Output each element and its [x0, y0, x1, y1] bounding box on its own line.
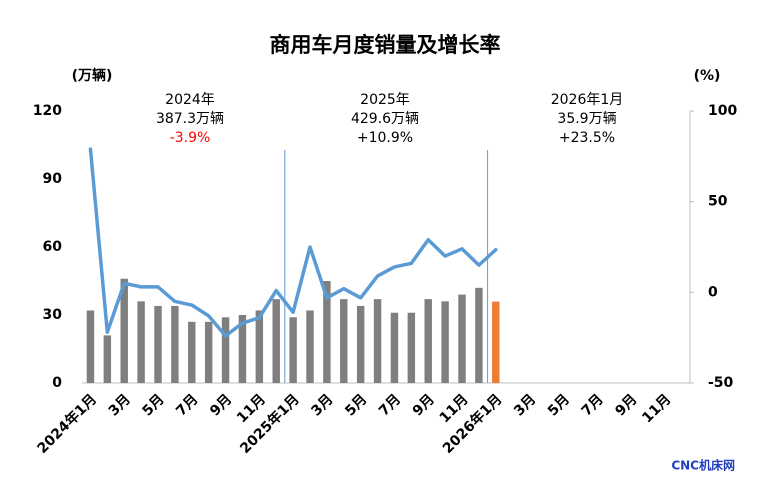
- x-tick-label: 11月: [639, 391, 674, 426]
- x-tick-label: 3月: [106, 391, 134, 419]
- bar: [86, 310, 95, 383]
- y2-tick-label: 50: [708, 194, 728, 210]
- bar: [373, 299, 382, 383]
- bar: [171, 305, 179, 383]
- bar: [458, 294, 466, 383]
- y-tick-label: 60: [43, 239, 63, 255]
- y-tick-label: 0: [52, 375, 62, 391]
- bar: [340, 299, 348, 383]
- chart-title: 商用车月度销量及增长率: [270, 33, 501, 57]
- annotation-growth: +23.5%: [559, 130, 615, 146]
- bar: [289, 317, 297, 383]
- bar: [103, 335, 112, 383]
- x-tick-label: 7月: [376, 391, 404, 419]
- bar: [441, 301, 449, 383]
- y-tick-label: 90: [43, 171, 63, 187]
- y2-tick-label: 0: [708, 284, 718, 300]
- bar: [204, 321, 213, 383]
- x-tick-label: 5月: [140, 391, 168, 419]
- x-tick-label: 7月: [173, 391, 201, 419]
- annotation-year: 2026年1月: [551, 92, 624, 108]
- growth-line: [88, 147, 498, 338]
- x-tick-label: 9月: [410, 391, 438, 419]
- x-tick-label: 3月: [511, 391, 539, 419]
- bar: [154, 305, 162, 383]
- x-tick-label: 7月: [579, 391, 607, 419]
- y2-tick-label: 100: [708, 103, 737, 119]
- y-tick-label: 120: [33, 103, 62, 119]
- bar: [221, 317, 230, 383]
- bar: [255, 310, 264, 383]
- bar: [390, 312, 399, 383]
- bar: [120, 278, 128, 383]
- annotation-growth: +10.9%: [357, 130, 413, 146]
- bar: [188, 321, 196, 383]
- x-tick-label: 2024年1月: [34, 391, 100, 457]
- y2-tick-label: -50: [708, 375, 734, 391]
- y-axis-label: (万辆): [72, 67, 113, 84]
- annotation-year: 2025年: [360, 92, 410, 108]
- bar: [492, 301, 500, 383]
- bar: [323, 281, 331, 383]
- annotation-year: 2024年: [165, 92, 215, 108]
- annotation-growth: -3.9%: [170, 130, 211, 146]
- y-tick-label: 30: [43, 307, 63, 323]
- bar: [272, 299, 280, 383]
- y2-axis-label: (%): [694, 68, 721, 84]
- x-tick-label: 5月: [545, 391, 573, 419]
- bar: [137, 301, 145, 383]
- bar: [424, 299, 432, 383]
- bar: [475, 287, 483, 383]
- x-tick-label: 9月: [612, 391, 640, 419]
- x-tick-label: 5月: [342, 391, 370, 419]
- bar: [306, 310, 314, 383]
- annotation-volume: 429.6万辆: [351, 111, 419, 127]
- bar: [407, 312, 416, 383]
- annotation-volume: 387.3万辆: [156, 111, 224, 127]
- source: CNC机床网: [671, 458, 735, 473]
- x-tick-label: 9月: [207, 391, 235, 419]
- x-tick-label: 3月: [308, 391, 336, 419]
- bar: [238, 315, 247, 383]
- bar: [356, 305, 365, 383]
- annotation-volume: 35.9万辆: [557, 111, 616, 127]
